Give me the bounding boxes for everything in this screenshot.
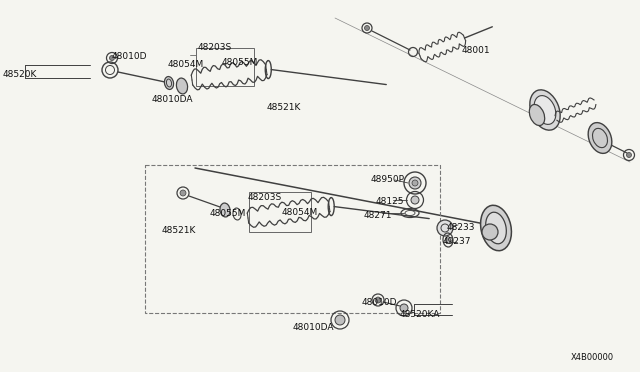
Circle shape [365,26,369,31]
Text: 48010DA: 48010DA [293,323,335,332]
Bar [145,165,440,313]
Text: X4B00000: X4B00000 [571,353,614,362]
Ellipse shape [534,96,556,124]
Ellipse shape [588,123,612,153]
Ellipse shape [177,78,188,94]
Ellipse shape [164,77,173,89]
Circle shape [335,315,345,325]
Circle shape [627,153,632,157]
Ellipse shape [529,105,545,125]
Circle shape [400,304,408,312]
Text: 48271: 48271 [364,211,392,220]
Circle shape [180,190,186,196]
Text: 48125: 48125 [376,197,404,206]
Circle shape [482,224,498,240]
Text: 48054M: 48054M [282,208,318,217]
Text: 48001: 48001 [462,46,491,55]
Text: 48233: 48233 [447,223,476,232]
Text: 48520KA: 48520KA [400,310,440,319]
Circle shape [109,55,115,61]
Circle shape [375,297,381,303]
Bar [249,192,311,232]
Text: 48203S: 48203S [198,43,232,52]
Bar [196,48,254,86]
Text: 49237: 49237 [443,237,472,246]
Text: 48521K: 48521K [162,226,196,235]
Text: 48010D: 48010D [362,298,397,307]
Text: 48521K: 48521K [267,103,301,112]
Text: 48054M: 48054M [168,60,204,69]
Ellipse shape [530,90,560,130]
Ellipse shape [220,203,230,217]
Circle shape [412,180,418,186]
Text: 48010DA: 48010DA [152,95,193,104]
Circle shape [409,177,421,189]
Text: 48950P: 48950P [371,175,405,184]
Text: 48055M: 48055M [210,209,246,218]
Ellipse shape [486,212,506,244]
Text: 48520K: 48520K [3,70,37,79]
Circle shape [411,196,419,204]
Text: 48055M: 48055M [222,58,259,67]
Text: 48203S: 48203S [248,193,282,202]
Ellipse shape [481,205,511,251]
Ellipse shape [445,237,451,244]
Text: 48010D: 48010D [112,52,147,61]
Circle shape [437,220,453,236]
